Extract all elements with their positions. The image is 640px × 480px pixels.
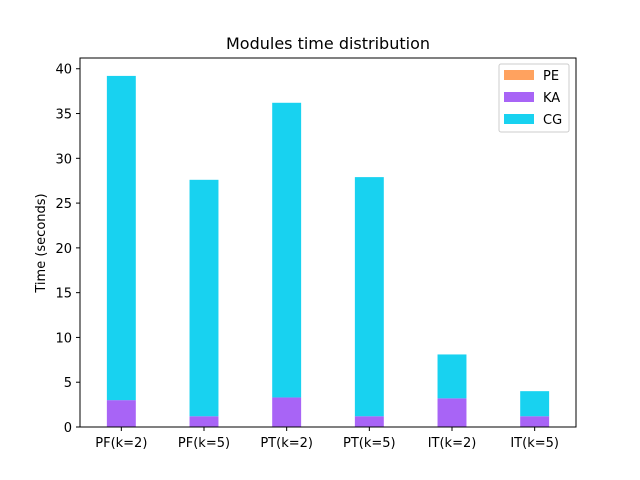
bar-cg-1 [189, 179, 219, 417]
bar-cg-4 [437, 354, 467, 399]
bar-ka-1 [189, 416, 219, 427]
legend-swatch-cg [504, 114, 534, 124]
legend-label-cg: CG [543, 113, 562, 128]
bar-cg-5 [520, 391, 550, 417]
x-tick-label: PT(k=2) [260, 436, 313, 451]
x-tick-label: PF(k=5) [178, 436, 230, 451]
bar-cg-2 [272, 102, 302, 398]
bar-ka-5 [520, 416, 550, 427]
y-tick-label: 15 [55, 287, 72, 302]
legend: PE KA CG [498, 63, 570, 133]
chart-title: Modules time distribution [226, 34, 430, 53]
y-tick-label: 0 [64, 421, 72, 436]
x-tick-label: PT(k=5) [343, 436, 396, 451]
y-tick-label: 25 [55, 197, 72, 212]
legend-label-ka: KA [543, 91, 560, 106]
legend-swatch-ka [504, 92, 534, 102]
bar-cg-3 [354, 177, 384, 417]
y-tick-label: 10 [55, 331, 72, 346]
legend-swatch-pe [504, 70, 534, 80]
bar-ka-2 [272, 397, 302, 427]
x-tick-label: IT(k=5) [510, 436, 559, 451]
x-tick-label: IT(k=2) [428, 436, 477, 451]
bar-cg-0 [106, 75, 136, 401]
plot-frame [79, 57, 577, 428]
y-tick-label: 20 [55, 242, 72, 257]
x-ticks-group: PF(k=2) PF(k=5) PT(k=2) PT(k=5) IT(k=2) IT(k=… [95, 427, 559, 451]
y-tick-label: 40 [55, 63, 72, 78]
bar-ka-0 [106, 400, 136, 427]
y-tick-label: 5 [64, 376, 72, 391]
y-tick-label: 35 [55, 108, 72, 123]
bar-ka-3 [354, 416, 384, 427]
bar-ka-4 [437, 398, 467, 427]
y-ticks-group: 0 5 10 15 20 25 30 35 40 [55, 63, 80, 436]
y-tick-label: 30 [55, 152, 72, 167]
x-tick-label: PF(k=2) [95, 436, 147, 451]
bars-group [106, 75, 550, 427]
y-axis-label: Time (seconds) [34, 193, 49, 293]
legend-label-pe: PE [543, 69, 559, 84]
